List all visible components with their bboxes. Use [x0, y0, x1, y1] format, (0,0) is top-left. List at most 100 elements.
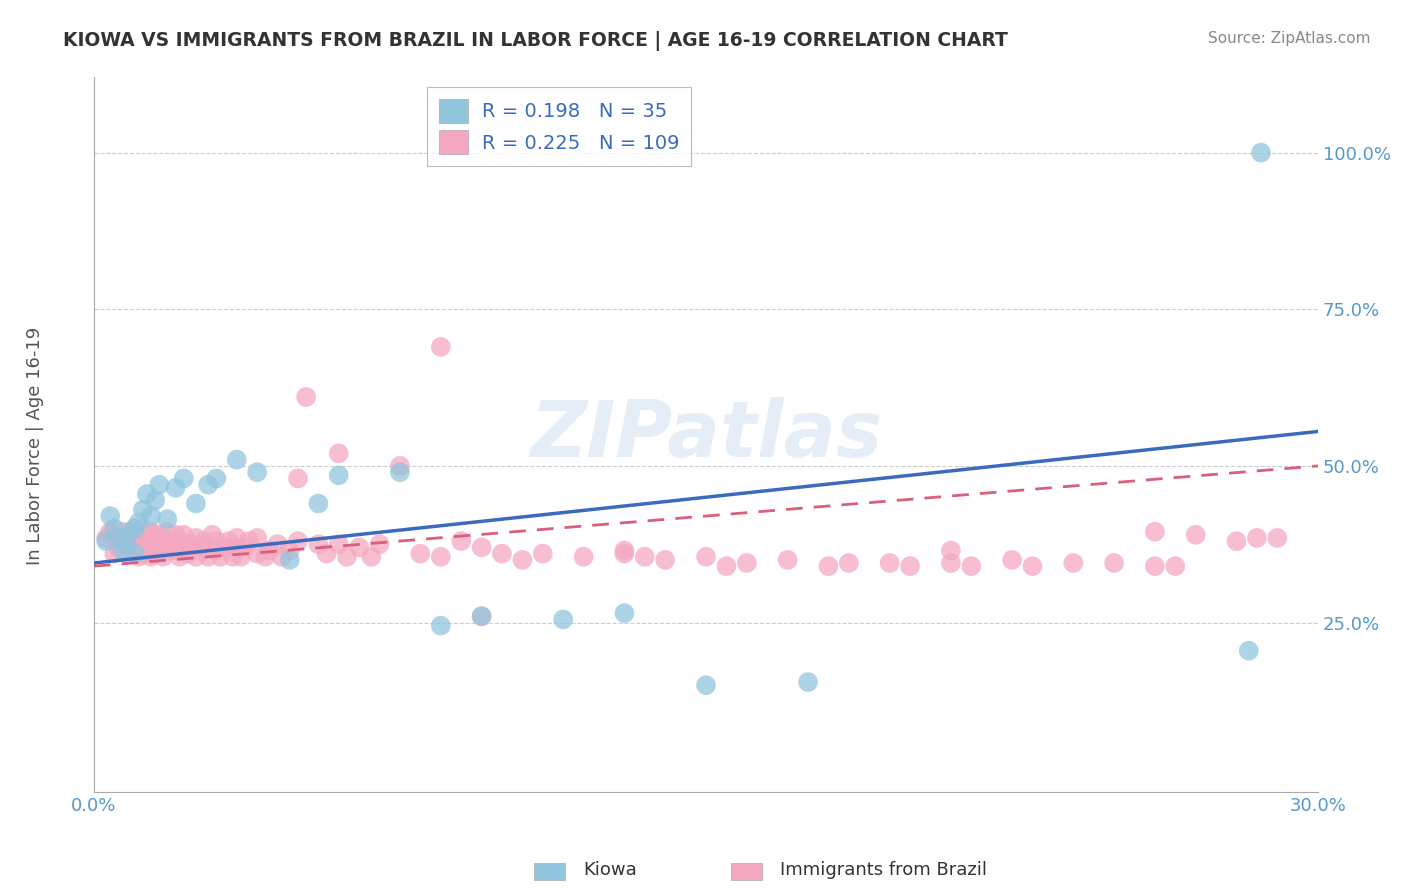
Point: [1184, 528, 1206, 542]
Point: [960, 559, 983, 574]
Point: [98, 524, 121, 539]
Point: [695, 678, 717, 692]
Point: [209, 549, 232, 564]
Point: [128, 531, 150, 545]
Point: [205, 471, 228, 485]
Legend: R = 0.198   N = 35, R = 0.225   N = 109: R = 0.198 N = 35, R = 0.225 N = 109: [427, 87, 690, 166]
Point: [1021, 559, 1043, 574]
Point: [148, 528, 170, 542]
Point: [1001, 553, 1024, 567]
Point: [139, 524, 162, 539]
Point: [246, 465, 269, 479]
Point: [111, 543, 134, 558]
Point: [120, 528, 142, 542]
Point: [735, 556, 758, 570]
Point: [120, 524, 142, 539]
Point: [143, 547, 166, 561]
Point: [1143, 524, 1166, 539]
Point: [328, 537, 350, 551]
Point: [328, 468, 350, 483]
Point: [136, 487, 159, 501]
Point: [128, 516, 150, 530]
Point: [1237, 644, 1260, 658]
Text: Immigrants from Brazil: Immigrants from Brazil: [780, 861, 987, 879]
Point: [165, 528, 187, 542]
Point: [148, 477, 170, 491]
Text: ZIPatlas: ZIPatlas: [530, 397, 882, 473]
Point: [115, 537, 138, 551]
Point: [193, 534, 215, 549]
Point: [197, 549, 219, 564]
Point: [278, 553, 301, 567]
Text: Source: ZipAtlas.com: Source: ZipAtlas.com: [1208, 31, 1371, 46]
Point: [124, 543, 146, 558]
Point: [246, 547, 269, 561]
Point: [879, 556, 901, 570]
Point: [136, 534, 159, 549]
Point: [613, 543, 636, 558]
Point: [471, 541, 494, 555]
Point: [229, 549, 252, 564]
Point: [1143, 559, 1166, 574]
Point: [128, 549, 150, 564]
Point: [132, 524, 155, 539]
Point: [430, 340, 453, 354]
Point: [347, 541, 370, 555]
Text: Kiowa: Kiowa: [583, 861, 637, 879]
Point: [188, 541, 211, 555]
Point: [143, 537, 166, 551]
Point: [278, 543, 301, 558]
Point: [307, 496, 329, 510]
Point: [160, 543, 183, 558]
Point: [1246, 531, 1268, 545]
Point: [115, 547, 138, 561]
Point: [143, 528, 166, 542]
Point: [184, 496, 207, 510]
Point: [817, 559, 839, 574]
Point: [287, 534, 309, 549]
Point: [103, 522, 125, 536]
Point: [1265, 531, 1288, 545]
Point: [173, 528, 195, 542]
Point: [165, 541, 187, 555]
Point: [143, 493, 166, 508]
Point: [388, 458, 411, 473]
Point: [491, 547, 513, 561]
Text: KIOWA VS IMMIGRANTS FROM BRAZIL IN LABOR FORCE | AGE 16-19 CORRELATION CHART: KIOWA VS IMMIGRANTS FROM BRAZIL IN LABOR…: [63, 31, 1008, 51]
Point: [96, 531, 118, 545]
Point: [254, 549, 277, 564]
Point: [238, 534, 260, 549]
Point: [205, 534, 228, 549]
Point: [797, 675, 820, 690]
Point: [103, 547, 125, 561]
Point: [471, 609, 494, 624]
Point: [716, 559, 738, 574]
Point: [148, 543, 170, 558]
Point: [139, 549, 162, 564]
Point: [124, 547, 146, 561]
Point: [388, 465, 411, 479]
Point: [156, 534, 179, 549]
Point: [336, 549, 359, 564]
Point: [221, 549, 243, 564]
Point: [430, 618, 453, 632]
Point: [1250, 145, 1272, 160]
Point: [939, 543, 962, 558]
Point: [471, 609, 494, 624]
Point: [512, 553, 534, 567]
Point: [173, 471, 195, 485]
Point: [695, 549, 717, 564]
Point: [136, 541, 159, 555]
Point: [98, 508, 121, 523]
Point: [233, 541, 256, 555]
Point: [553, 612, 575, 626]
Point: [450, 534, 472, 549]
Point: [107, 541, 129, 555]
Point: [654, 553, 676, 567]
Point: [776, 553, 799, 567]
Point: [270, 549, 292, 564]
Point: [1225, 534, 1247, 549]
Point: [939, 556, 962, 570]
Point: [197, 477, 219, 491]
Point: [205, 543, 228, 558]
